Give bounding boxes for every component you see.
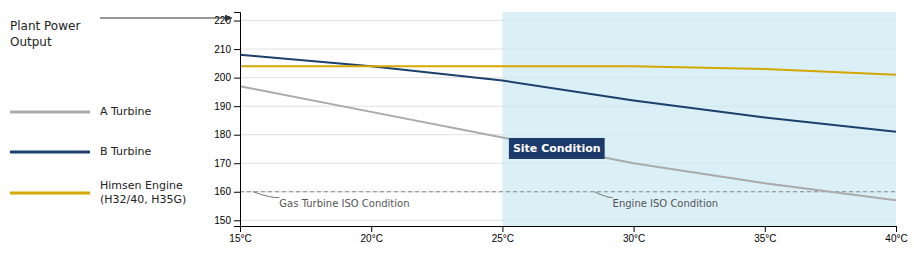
x-tick-label: 15°C	[229, 233, 251, 244]
text-line: Himsen Engine	[100, 179, 183, 192]
legend-swatch	[10, 111, 90, 114]
shaded-region	[502, 12, 896, 226]
text-line: Output	[10, 35, 52, 49]
y-tick-mark	[234, 106, 240, 107]
y-tick: 180	[214, 129, 240, 140]
legend-label: Himsen Engine(H32/40, H35G)	[100, 179, 186, 205]
x-tick-mark	[634, 226, 635, 232]
y-axis-title: Plant Power Output	[10, 19, 80, 49]
x-tick-mark	[502, 226, 503, 232]
x-tick-mark	[371, 226, 372, 232]
y-tick-label: 170	[214, 158, 231, 169]
y-tick-mark	[234, 21, 240, 22]
legend-item: A Turbine	[10, 105, 152, 118]
y-tick-label: 220	[214, 15, 231, 26]
plot-area	[240, 12, 896, 226]
annotation-box: Site Condition	[509, 138, 605, 159]
y-tick-mark	[234, 49, 240, 50]
x-tick-label: 20°C	[361, 233, 383, 244]
y-tick: 150	[214, 215, 240, 226]
x-axis: 15°C 20°C 25°C 30°C 35°C 40°C	[229, 226, 907, 244]
annotation: Gas Turbine ISO Condition	[279, 198, 409, 209]
annotations: Gas Turbine ISO Condition Engine ISO Cond…	[253, 138, 718, 209]
x-tick-label: 30°C	[623, 233, 645, 244]
x-tick-mark	[765, 226, 766, 232]
x-tick-label: 25°C	[492, 233, 514, 244]
y-tick-mark	[234, 163, 240, 164]
series-line	[240, 55, 896, 132]
y-tick: 170	[214, 158, 240, 169]
y-axis-title-arrow	[100, 18, 232, 19]
y-tick-label: 160	[214, 186, 231, 197]
y-tick: 200	[214, 72, 240, 83]
legend-swatch	[10, 192, 90, 195]
text-line: Plant Power	[10, 19, 80, 33]
legend: A Turbine B Turbine Himsen Engine(H32/40, …	[10, 105, 186, 206]
x-tick: 25°C	[492, 226, 514, 244]
text-line: B Turbine	[100, 145, 152, 158]
annotation-background	[509, 138, 605, 159]
text-line: (H32/40, H35G)	[100, 193, 186, 206]
series-line	[240, 86, 896, 200]
y-tick-mark	[234, 220, 240, 221]
reference-line	[240, 191, 896, 192]
x-axis-line	[241, 227, 897, 233]
x-tick-label: 35°C	[754, 233, 776, 244]
y-tick-mark	[234, 192, 240, 193]
y-tick-mark	[234, 135, 240, 136]
annotation: Engine ISO Condition	[613, 198, 719, 209]
y-axis-line	[234, 13, 241, 227]
x-tick: 35°C	[754, 226, 776, 244]
y-tick: 160	[214, 186, 240, 197]
y-axis: 150 160 170 180 190 200 210 220	[214, 13, 240, 227]
y-tick-label: 200	[214, 72, 231, 83]
y-tick: 220	[214, 15, 240, 26]
annotation: Site Condition	[513, 142, 601, 155]
legend-swatch	[10, 151, 90, 154]
y-tick-mark	[234, 78, 240, 79]
x-tick: 40°C	[885, 226, 907, 244]
series-line	[240, 66, 896, 75]
legend-label: B Turbine	[100, 145, 152, 158]
x-tick: 20°C	[361, 226, 383, 244]
y-tick-label: 210	[214, 44, 231, 55]
y-tick-label: 150	[214, 215, 231, 226]
x-tick: 30°C	[623, 226, 645, 244]
annotation-arrow	[594, 192, 612, 198]
y-tick-label: 190	[214, 101, 231, 112]
legend-label: A Turbine	[100, 105, 152, 118]
x-tick-mark	[896, 226, 897, 232]
x-tick: 15°C	[229, 226, 251, 244]
legend-item: Himsen Engine(H32/40, H35G)	[10, 179, 186, 205]
chart: 15°C 20°C 25°C 30°C 35°C 40°C 150 160 170 180 190 2…	[0, 0, 914, 254]
y-tick-label: 180	[214, 129, 231, 140]
y-tick: 210	[214, 44, 240, 55]
x-tick-label: 40°C	[885, 233, 907, 244]
annotation-arrow	[253, 192, 279, 198]
y-tick: 190	[214, 101, 240, 112]
text-line: A Turbine	[100, 105, 152, 118]
legend-item: B Turbine	[10, 145, 152, 158]
